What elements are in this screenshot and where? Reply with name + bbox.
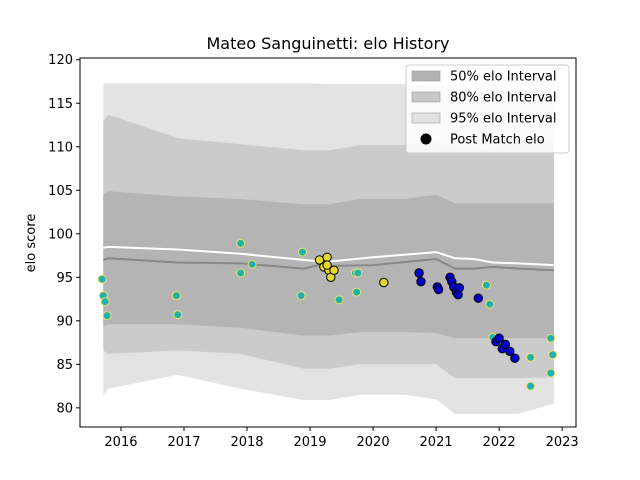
y-axis: 80 85 90 95 100 105 110 115 120 [48,53,80,416]
mean-line [103,245,554,267]
legend-label: 95% elo Interval [450,112,557,127]
data-point-yellow [322,252,332,262]
legend-swatch [411,112,441,124]
x-tick-label: 2020 [357,435,390,450]
y-tick-label: 105 [48,184,73,199]
chart-title: Mateo Sanguinetti: elo History [207,34,450,53]
legend-label: 50% elo Interval [450,70,557,85]
data-point-teal [334,295,344,305]
data-point-teal [546,368,556,378]
legend-box [405,64,570,154]
data-point-yellow [379,277,389,288]
plot-area [97,83,558,414]
x-tick-label: 2016 [104,435,137,450]
x-tick-label: 2018 [230,435,263,450]
data-point-teal [548,350,558,360]
data-point-yellow [322,260,332,270]
x-tick-label: 2019 [293,435,326,450]
y-tick-label: 95 [56,271,73,286]
data-point-teal [526,381,536,391]
data-point-blue [505,346,515,356]
data-point-teal [546,333,556,343]
legend-swatch [411,91,441,103]
data-point-teal [526,352,536,362]
data-point-teal [298,247,307,257]
data-point-blue [500,339,511,349]
data-point-blue [510,353,520,363]
data-point-teal [102,311,112,321]
data-point-teal [97,274,107,284]
y-tick-label: 90 [56,314,73,329]
x-tick-label: 2022 [483,435,516,450]
y-tick-label: 85 [56,358,73,373]
y-tick-label: 110 [48,140,73,155]
x-tick-label: 2021 [420,435,453,450]
x-axis: 2016 2017 2018 2019 2020 2021 2022 2023 [104,427,579,450]
data-point-teal [485,299,495,309]
data-point-teal [352,287,362,297]
data-point-blue [473,293,483,303]
data-point-blue [494,333,504,343]
data-point-blue [454,283,465,293]
data-point-teal [482,280,491,290]
y-tick-label: 120 [48,53,73,68]
legend: 50% elo Interval 80% elo Interval 95% elo … [405,64,570,154]
x-tick-label: 2017 [167,435,200,450]
x-tick-label: 2023 [546,435,579,450]
median-line [102,257,554,272]
legend-swatch [411,70,441,82]
y-tick-label: 80 [56,401,73,416]
legend-marker [420,133,432,145]
data-point-teal [236,238,246,248]
y-tick-label: 115 [48,97,73,112]
data-point-teal [100,297,110,307]
data-point-teal [173,310,183,320]
data-point-teal [353,268,363,278]
data-point-blue [433,284,444,295]
data-point-teal [171,291,181,301]
data-point-blue [414,268,424,278]
data-point-teal [247,259,257,269]
data-point-blue [416,277,426,287]
legend-label: Post Match elo [450,133,545,148]
plot-frame [79,57,577,428]
y-axis-label: elo score [24,214,39,273]
data-point-teal [296,291,306,301]
data-point-teal [236,268,246,278]
y-tick-label: 100 [48,227,73,242]
data-point-yellow [329,265,339,275]
legend-label: 80% elo Interval [450,91,557,106]
